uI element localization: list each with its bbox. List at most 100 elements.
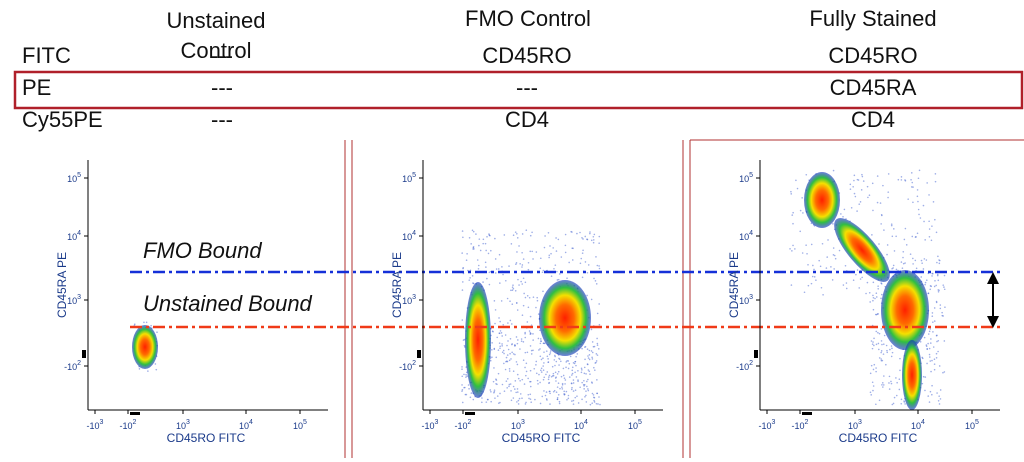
event <box>485 266 487 268</box>
event <box>506 344 508 347</box>
y-tick-label: 103 <box>67 294 81 306</box>
event <box>929 288 932 291</box>
event <box>892 267 894 269</box>
event <box>931 312 934 314</box>
event <box>490 400 492 403</box>
event <box>875 343 878 346</box>
event <box>526 351 529 354</box>
event <box>529 345 532 347</box>
event <box>912 257 914 260</box>
event <box>499 345 501 348</box>
event <box>599 403 601 406</box>
event <box>542 369 545 371</box>
event <box>933 307 936 309</box>
event <box>924 283 926 286</box>
event <box>497 268 500 270</box>
x-tick-label: -102 <box>792 419 809 431</box>
event <box>832 254 835 256</box>
event <box>543 342 546 345</box>
event <box>516 391 519 393</box>
event <box>531 231 533 234</box>
event <box>880 351 882 354</box>
event <box>932 331 934 333</box>
event <box>891 347 893 350</box>
event <box>937 399 940 402</box>
event <box>568 376 571 378</box>
event <box>935 231 938 234</box>
event <box>481 401 483 404</box>
event <box>886 351 889 354</box>
tick-base: 10 <box>911 421 921 431</box>
tick-base: 10 <box>848 421 858 431</box>
event <box>918 213 920 216</box>
event <box>596 342 599 345</box>
event <box>875 292 878 295</box>
event <box>567 360 570 362</box>
tick-exp: 3 <box>858 419 862 426</box>
event <box>470 392 473 394</box>
event <box>886 244 889 246</box>
event <box>514 388 516 390</box>
event <box>481 397 483 399</box>
event <box>532 258 534 260</box>
event <box>881 382 884 384</box>
event <box>882 353 885 355</box>
event <box>571 400 573 402</box>
event <box>859 201 862 203</box>
event <box>504 368 507 371</box>
event <box>469 277 471 279</box>
event <box>932 346 935 348</box>
event <box>840 213 842 215</box>
event <box>540 371 543 373</box>
event <box>803 291 806 294</box>
event <box>868 291 871 294</box>
event <box>845 282 848 284</box>
event <box>881 343 883 346</box>
event <box>517 377 520 380</box>
event <box>871 343 874 345</box>
event <box>595 283 598 285</box>
event <box>582 249 584 252</box>
event <box>889 348 891 351</box>
event <box>931 315 934 318</box>
table-cell: --- <box>211 75 233 100</box>
event <box>506 354 509 356</box>
event <box>489 389 492 391</box>
event <box>905 244 908 246</box>
event <box>527 268 530 271</box>
event <box>484 261 487 264</box>
event <box>572 399 575 402</box>
event <box>581 276 584 279</box>
event <box>580 257 583 260</box>
event <box>477 264 480 267</box>
tick-exp: 5 <box>303 419 307 426</box>
event <box>512 370 515 373</box>
event <box>513 344 516 346</box>
event <box>556 270 558 273</box>
event <box>870 394 873 396</box>
event <box>572 403 575 405</box>
event <box>528 296 531 299</box>
event <box>587 355 589 357</box>
event <box>927 342 929 345</box>
event <box>929 360 932 362</box>
event <box>938 395 940 397</box>
event <box>521 378 524 381</box>
event <box>521 283 524 285</box>
tick-exp: 4 <box>77 230 81 237</box>
y-axis-label: CD45RA PE <box>727 252 741 318</box>
event <box>519 393 522 395</box>
event <box>532 339 534 341</box>
event <box>507 348 510 351</box>
event <box>461 281 464 283</box>
zero-mark <box>465 412 475 415</box>
event <box>585 401 588 403</box>
event <box>934 218 936 221</box>
event <box>465 373 467 376</box>
event <box>900 402 903 405</box>
event <box>518 284 520 286</box>
event <box>502 349 505 352</box>
event <box>552 390 555 393</box>
tick-exp: 3 <box>772 419 776 426</box>
event <box>554 354 556 357</box>
